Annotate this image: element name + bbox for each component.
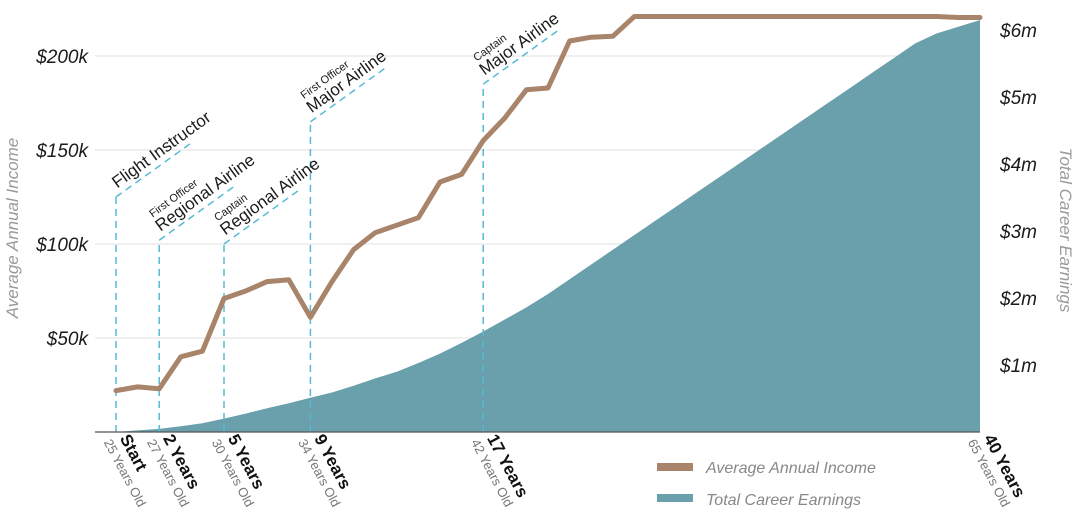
milestone-diagonal-line xyxy=(223,187,303,245)
total-earnings-area xyxy=(116,20,980,432)
milestone-diagonal-line xyxy=(482,27,562,85)
legend-swatch-total xyxy=(657,494,693,502)
right-tick-label: $2m xyxy=(999,289,1037,310)
legend-label-total: Total Career Earnings xyxy=(706,492,861,509)
legend-swatch-income xyxy=(657,463,693,471)
axis-titles: Average Annual Income Total Career Earnin… xyxy=(3,138,1075,320)
legend-label-income: Average Annual Income xyxy=(705,460,876,477)
right-tick-label: $1m xyxy=(999,356,1037,377)
right-axis-ticks: $1m $2m $3m $4m $5m $6m xyxy=(999,21,1037,377)
right-axis-title: Total Career Earnings xyxy=(1056,148,1075,313)
left-tick-label: $50k xyxy=(46,329,90,350)
right-tick-label: $5m xyxy=(999,88,1037,109)
milestone-diagonal-line xyxy=(115,140,195,198)
left-tick-label: $100k xyxy=(35,235,89,256)
income-polyline xyxy=(113,14,983,394)
left-tick-label: $150k xyxy=(35,141,89,162)
left-axis-ticks: $50k $100k $150k $200k xyxy=(35,47,89,350)
legend: Average Annual Income Total Career Earnin… xyxy=(657,460,876,509)
income-line xyxy=(113,14,983,394)
right-tick-label: $3m xyxy=(999,222,1037,243)
right-tick-label: $4m xyxy=(999,155,1037,176)
right-tick-label: $6m xyxy=(999,21,1037,42)
total-earnings-area-shape xyxy=(116,20,980,432)
left-tick-label: $200k xyxy=(35,47,89,68)
milestone-diagonal-line xyxy=(309,65,389,123)
milestone-diagonal-line xyxy=(158,183,238,241)
left-axis-title: Average Annual Income xyxy=(3,138,22,320)
